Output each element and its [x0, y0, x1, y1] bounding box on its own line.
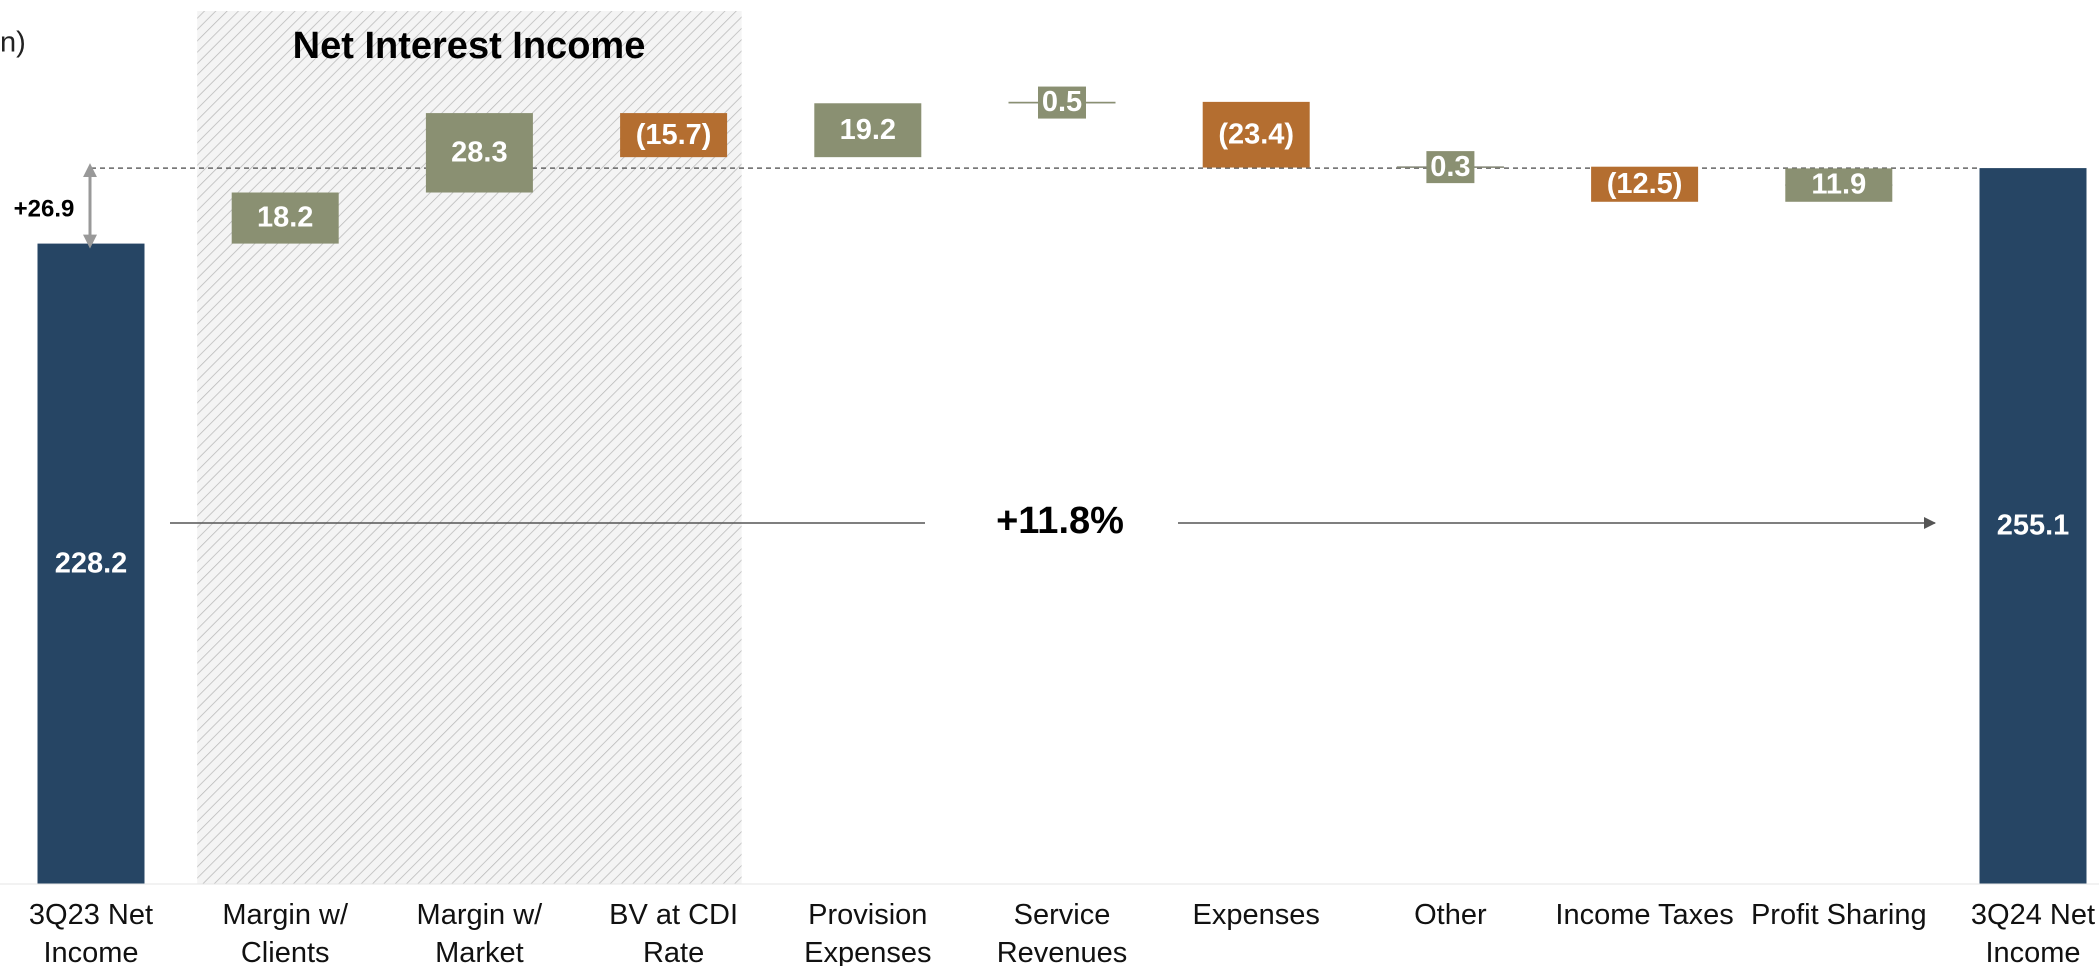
label-box — [1814, 169, 1863, 202]
bar — [1591, 166, 1699, 202]
bar — [231, 192, 339, 244]
category-label: Income Taxes — [1555, 899, 1734, 931]
category-label: 3Q23 Net Income — [28, 899, 154, 966]
bar — [37, 243, 145, 884]
category-label: 3Q24 Net Income — [1970, 899, 2096, 966]
bar — [1979, 168, 2087, 884]
category-label: Provision Expenses — [804, 899, 932, 966]
value-label: (12.5) — [1607, 168, 1683, 200]
bar — [620, 113, 728, 158]
category-label: Margin w/ Market — [416, 899, 543, 966]
value-label: 0.5 — [1042, 86, 1082, 118]
difference-label: +26.9 — [14, 195, 75, 222]
bar — [425, 113, 533, 193]
category-label: Service Revenues — [996, 899, 1128, 966]
value-label: (23.4) — [1218, 118, 1294, 150]
category-label: Profit Sharing — [1750, 899, 1927, 931]
value-label: 0.3 — [1430, 151, 1470, 183]
value-label: 28.3 — [451, 136, 507, 168]
bar — [1202, 101, 1310, 168]
value-label: 19.2 — [840, 114, 896, 146]
category-label: Margin w/ Clients — [222, 899, 349, 966]
bar — [814, 103, 922, 158]
label-box — [1426, 151, 1475, 184]
category-label: Other — [1414, 899, 1487, 931]
group-title: Net Interest Income — [293, 25, 646, 67]
category-label: BV at CDI Rate — [609, 899, 739, 966]
value-label: (15.7) — [636, 119, 712, 151]
unit-note: n) — [0, 27, 26, 59]
value-label: 255.1 — [1997, 510, 2070, 542]
value-label: 11.9 — [1811, 169, 1866, 201]
value-label: 228.2 — [55, 547, 128, 579]
category-label: Expenses — [1192, 899, 1320, 931]
growth-label: +11.8% — [996, 500, 1124, 542]
label-box — [1038, 86, 1086, 119]
value-label: 18.2 — [257, 202, 313, 234]
